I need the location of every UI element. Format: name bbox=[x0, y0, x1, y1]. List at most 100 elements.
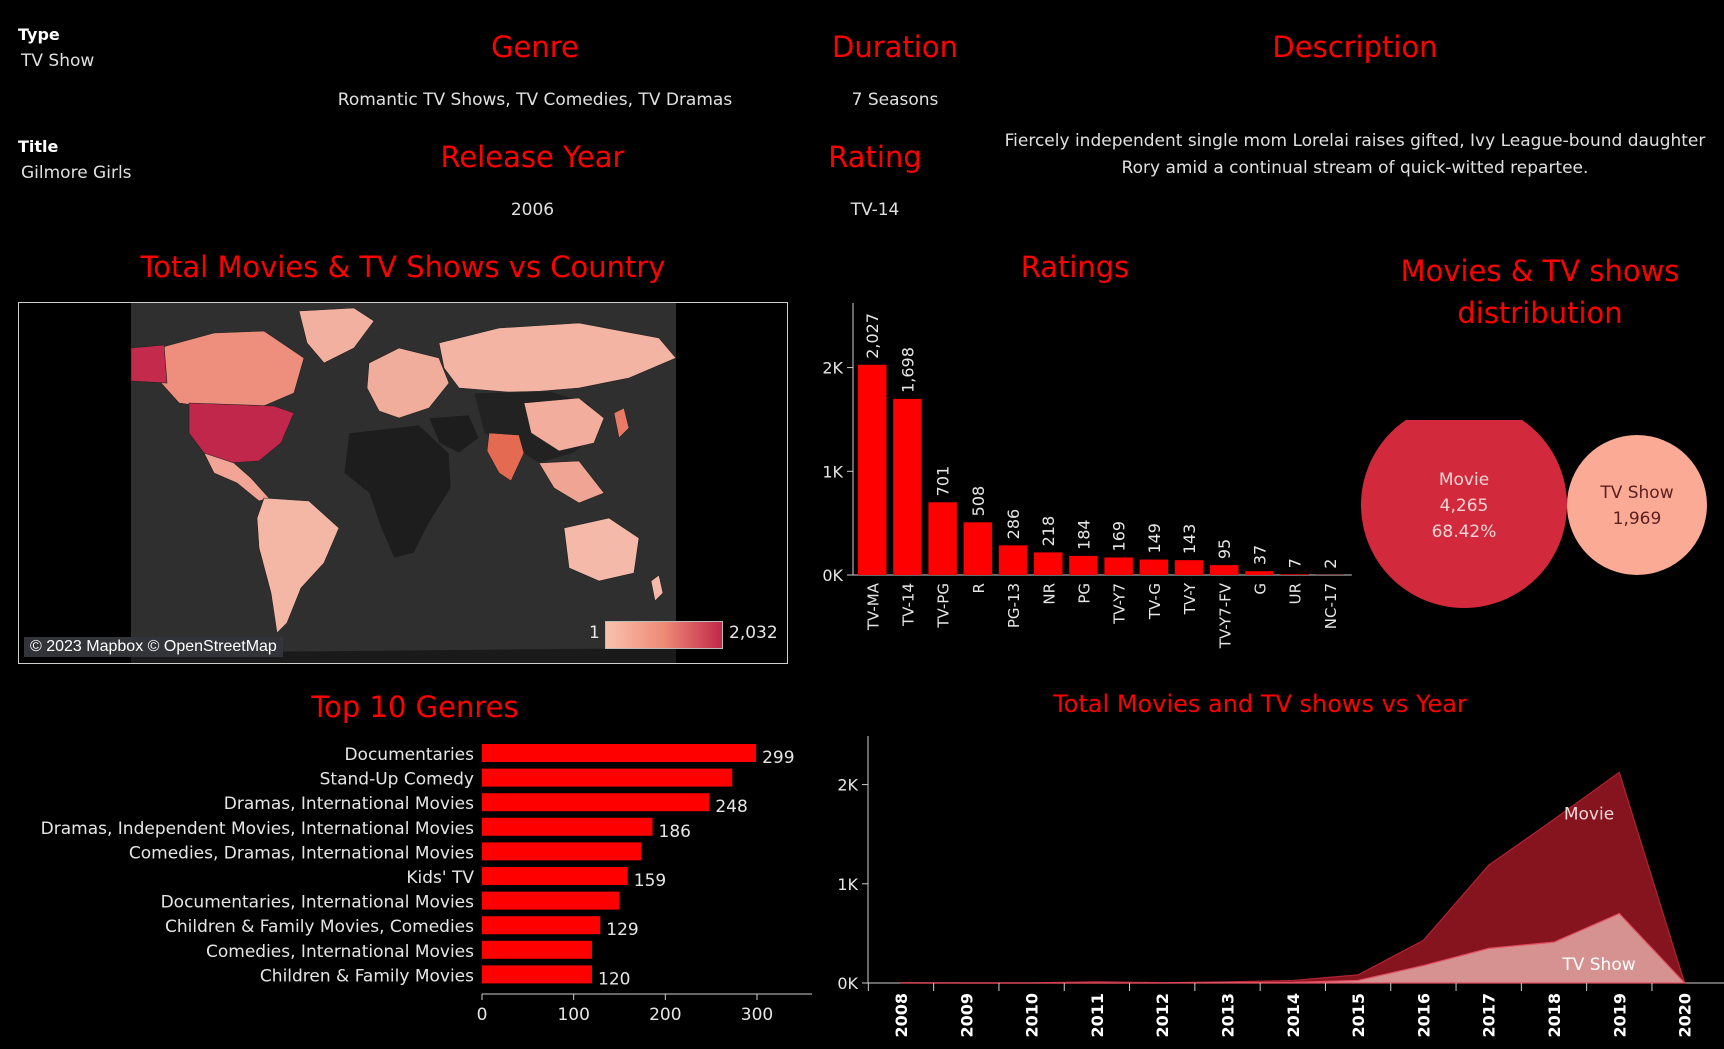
year-x-tick-label: 2019 bbox=[1610, 993, 1629, 1038]
year-chart[interactable]: 0K 1K 2K Movie TV Show 2008 2009 2010 2011 2012 20… bbox=[820, 728, 1724, 1049]
year-x-tick-label: 2014 bbox=[1284, 993, 1303, 1038]
region-europe[interactable] bbox=[366, 347, 450, 419]
region-new-zealand[interactable] bbox=[650, 574, 664, 602]
region-india[interactable] bbox=[486, 432, 525, 482]
ratings-bar[interactable] bbox=[928, 502, 957, 575]
genre-bar[interactable] bbox=[482, 916, 601, 935]
bubble-label: TV Show bbox=[1599, 483, 1673, 503]
series-label-movie: Movie bbox=[1564, 804, 1614, 824]
world-map-svg[interactable] bbox=[19, 303, 787, 663]
region-greenland[interactable] bbox=[298, 307, 375, 364]
genre-bar-value: 299 bbox=[762, 748, 794, 768]
region-australia[interactable] bbox=[563, 517, 640, 582]
ratings-bar[interactable] bbox=[1139, 559, 1169, 575]
distribution-bubble[interactable] bbox=[1361, 420, 1567, 608]
region-canada[interactable] bbox=[158, 330, 305, 409]
ratings-bar[interactable] bbox=[998, 545, 1028, 575]
region-alaska[interactable] bbox=[130, 344, 168, 384]
distribution-title-line-1: Movies & TV shows bbox=[1400, 254, 1680, 288]
distribution-bubble[interactable] bbox=[1567, 435, 1707, 575]
series-label-tv-show: TV Show bbox=[1561, 955, 1635, 975]
region-southeast-asia[interactable] bbox=[538, 460, 605, 504]
ratings-category-label: G bbox=[1251, 583, 1269, 595]
year-x-tick-label: 2016 bbox=[1414, 993, 1433, 1038]
map-attribution: © 2023 Mapbox © OpenStreetMap bbox=[24, 637, 283, 657]
region-china[interactable] bbox=[523, 397, 605, 452]
genre-label: Dramas, Independent Movies, Internationa… bbox=[41, 819, 474, 839]
ratings-bar[interactable] bbox=[1104, 557, 1133, 575]
genre-bar[interactable] bbox=[482, 965, 592, 984]
ratings-category-label: TV-PG bbox=[935, 583, 953, 629]
genre-value: Romantic TV Shows, TV Comedies, TV Drama… bbox=[337, 90, 733, 110]
genres-x-tick-label: 0 bbox=[477, 1005, 488, 1025]
year-x-tick-label: 2012 bbox=[1153, 993, 1172, 1038]
genre-bar-value: 129 bbox=[606, 920, 638, 940]
region-africa[interactable] bbox=[343, 424, 452, 559]
ratings-bar[interactable] bbox=[858, 364, 887, 575]
year-y-tick-label: 0K bbox=[837, 974, 858, 993]
bubble-value: 1,969 bbox=[1613, 509, 1662, 529]
genre-bar-value: 186 bbox=[659, 822, 691, 842]
ratings-bar-value: 508 bbox=[969, 486, 988, 517]
year-x-tick-label: 2018 bbox=[1545, 993, 1564, 1038]
year-x-tick-label: 2008 bbox=[892, 993, 911, 1038]
genre-label: Comedies, International Movies bbox=[206, 942, 474, 962]
type-label: Type bbox=[18, 25, 60, 44]
genre-bar[interactable] bbox=[482, 817, 653, 836]
genre-bar[interactable] bbox=[482, 744, 757, 762]
ratings-bar[interactable] bbox=[1174, 560, 1204, 575]
year-x-tick-label: 2020 bbox=[1676, 993, 1695, 1038]
ratings-bar[interactable] bbox=[1210, 565, 1239, 575]
genre-bar[interactable] bbox=[482, 842, 642, 861]
ratings-bar[interactable] bbox=[893, 398, 922, 575]
title-label: Title bbox=[18, 137, 59, 156]
genre-label: Dramas, International Movies bbox=[224, 794, 474, 814]
ratings-y-tick-label: 0K bbox=[822, 566, 843, 585]
year-x-tick-label: 2010 bbox=[1023, 993, 1042, 1038]
ratings-bar-value: 1,698 bbox=[898, 347, 917, 393]
ratings-bar-value: 95 bbox=[1215, 539, 1234, 559]
ratings-chart[interactable]: 0K 1K 2K 2,027 TV-MA 1,698 TV-14 701 TV-PG 508 R 28… bbox=[815, 295, 1355, 665]
color-legend-bar bbox=[605, 621, 723, 649]
ratings-bar[interactable] bbox=[963, 522, 993, 575]
genre-label: Documentaries, International Movies bbox=[161, 893, 475, 913]
genres-x-tick-label: 300 bbox=[741, 1005, 773, 1025]
area-tv-show[interactable] bbox=[900, 912, 1686, 984]
ratings-category-label: NR bbox=[1040, 583, 1058, 605]
genre-bar[interactable] bbox=[482, 891, 620, 910]
genres-title: Top 10 Genres bbox=[311, 690, 519, 724]
legend-min: 1 bbox=[589, 623, 600, 643]
genre-bar[interactable] bbox=[482, 867, 628, 885]
region-russia[interactable] bbox=[438, 322, 677, 394]
genre-bar-value: 120 bbox=[598, 969, 630, 989]
region-south-america[interactable] bbox=[256, 497, 340, 634]
description-line-1: Fiercely independent single mom Lorelai … bbox=[1004, 131, 1706, 151]
genre-bar[interactable] bbox=[482, 940, 592, 959]
genre-bar-value: 248 bbox=[715, 797, 747, 817]
distribution-chart[interactable]: Movie 4,265 68.42% TV Show 1,969 bbox=[1350, 420, 1724, 620]
ratings-bar[interactable] bbox=[1245, 571, 1274, 575]
year-y-tick-label: 1K bbox=[837, 875, 858, 894]
genre-bar[interactable] bbox=[482, 768, 733, 787]
genre-bar[interactable] bbox=[482, 793, 710, 812]
year-title: Total Movies and TV shows vs Year bbox=[1053, 690, 1467, 718]
region-japan[interactable] bbox=[613, 407, 630, 439]
genre-label: Documentaries bbox=[344, 745, 474, 765]
ratings-bar-value: 2 bbox=[1321, 559, 1340, 569]
genres-x-tick-label: 100 bbox=[557, 1005, 589, 1025]
region-middle-east[interactable] bbox=[428, 414, 480, 454]
ratings-category-label: TV-14 bbox=[899, 583, 917, 627]
ratings-bar[interactable] bbox=[1069, 555, 1098, 575]
duration-value: 7 Seasons bbox=[851, 90, 939, 110]
region-usa[interactable] bbox=[188, 402, 295, 464]
country-map[interactable]: © 2023 Mapbox © OpenStreetMap 1 2,032 bbox=[18, 302, 788, 664]
ratings-title: Ratings bbox=[1020, 250, 1130, 284]
release-year-value: 2006 bbox=[510, 200, 555, 220]
ratings-bar[interactable] bbox=[1034, 552, 1063, 575]
distribution-title: Movies & TV shows distribution bbox=[1360, 250, 1720, 334]
type-value: TV Show bbox=[21, 51, 95, 71]
legend-max: 2,032 bbox=[729, 623, 778, 643]
ratings-bar[interactable] bbox=[1280, 574, 1309, 575]
top-genres-chart[interactable]: 0 100 200 300 Documentaries 299 Stand-Up Comed… bbox=[18, 742, 818, 1032]
genre-label: Stand-Up Comedy bbox=[320, 770, 474, 790]
